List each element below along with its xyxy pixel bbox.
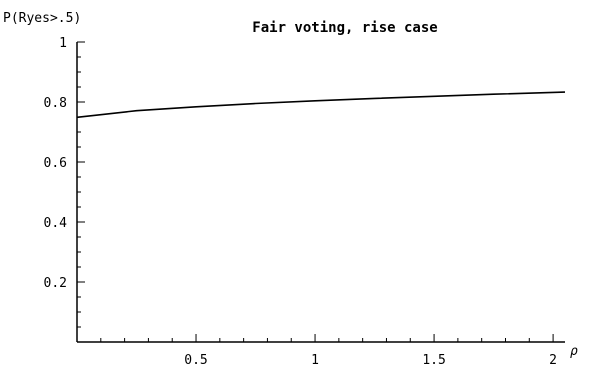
y-tick-label: 0.6 [44,156,67,171]
axes [76,42,565,343]
y-tick-label: 1 [59,36,67,51]
x-tick-label: 0.5 [184,353,207,368]
y-tick-label: 0.2 [44,276,67,291]
x-tick-label: 1 [311,353,319,368]
y-axis-label: P(Ryes>.5) [3,11,81,26]
y-tick-label: 0.8 [44,96,67,111]
ticks [77,41,554,342]
series [76,91,566,119]
x-tick-label: 1.5 [422,353,445,368]
series-line [76,91,566,119]
chart-title: Fair voting, rise case [252,20,437,36]
x-tick-label: 2 [549,353,557,368]
x-axis-label: ρ [570,344,578,359]
tick-labels: 0.5 1 1.5 2 0.2 0.4 0.6 0.8 1 [44,36,557,368]
y-tick-label: 0.4 [44,216,68,231]
